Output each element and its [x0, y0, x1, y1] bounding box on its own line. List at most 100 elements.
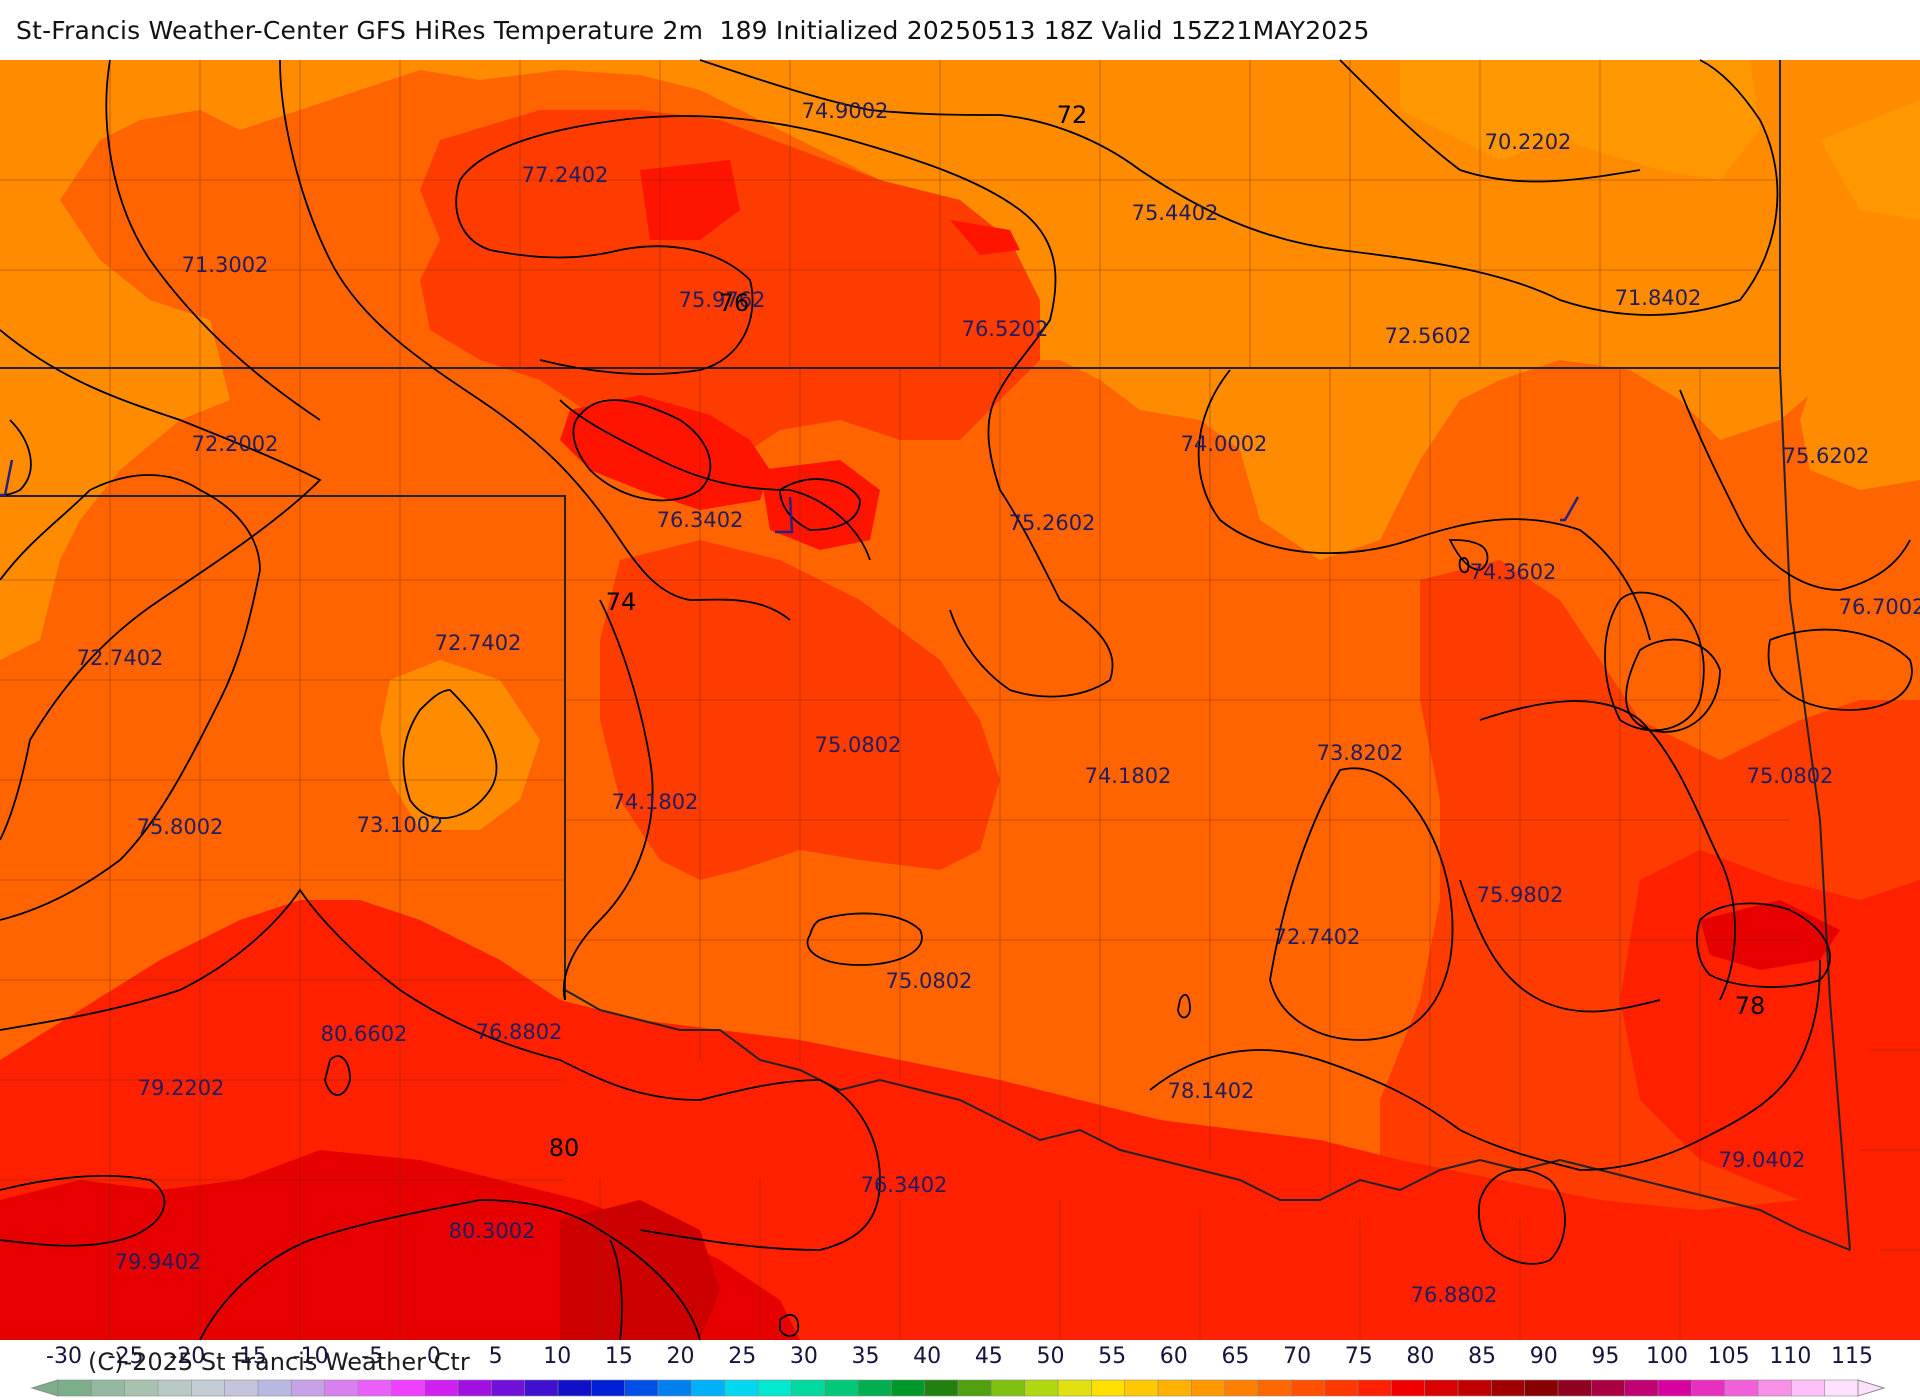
state-border: [1779, 367, 1851, 1251]
temperature-band-65-70: [1400, 60, 1760, 180]
colorbar-tick-label: 110: [1769, 1344, 1812, 1369]
map-title: St-Francis Weather-Center GFS HiRes Temp…: [16, 16, 1370, 45]
county-line: [699, 368, 1701, 1200]
isotherm-74: [1197, 369, 1651, 641]
point-value-label: 72.7402: [1273, 925, 1361, 949]
point-value-label: 76.8802: [1410, 1283, 1498, 1307]
point-value-label: 76.3402: [860, 1173, 948, 1197]
temperature-band-80-85: [420, 110, 1040, 470]
colorbar-swatch: [191, 1379, 226, 1397]
colorbar-swatch: [1424, 1379, 1459, 1397]
colorbar-tick-label: 40: [913, 1344, 942, 1369]
isotherm-78: [1699, 959, 1821, 1141]
point-value-label: 77.2402: [521, 163, 609, 187]
state-borders: [0, 60, 1851, 1251]
colorbar-swatch: [1457, 1379, 1493, 1397]
temperature-band-70-75: [0, 200, 230, 660]
isotherm-74: [0, 474, 261, 921]
isotherm-74: [1625, 638, 1721, 733]
isotherm-80: [324, 1055, 351, 1096]
colorbar-swatch: [124, 1379, 159, 1397]
point-value-label: 76.3402: [656, 508, 744, 532]
colorbar-swatch: [491, 1379, 526, 1397]
state-border: [0, 495, 566, 1000]
colorbar-swatch: [1824, 1379, 1859, 1397]
point-value-label: 70.2202: [1484, 130, 1572, 154]
point-value-label: 74.9002: [801, 99, 889, 123]
point-value-label: 79.2202: [137, 1076, 225, 1100]
colorbar-swatch: [1624, 1379, 1659, 1397]
isotherm-74: [279, 59, 791, 621]
point-value-label: 75.8002: [136, 815, 224, 839]
county-line: [599, 1049, 1920, 1340]
isotherm-78: [0, 888, 881, 1251]
colorbar-tick-label: 50: [1036, 1344, 1065, 1369]
colorbar-tick-label: 70: [1283, 1344, 1312, 1369]
point-value-label: 72.7402: [76, 646, 164, 670]
isotherm-76: [1604, 591, 1705, 732]
state-border: [564, 989, 1851, 1251]
colorbar-swatch: [1391, 1379, 1426, 1397]
point-value-label: 76.8802: [475, 1020, 563, 1044]
isotherm-80: [779, 1313, 800, 1337]
point-value-label: 75.4402: [1131, 201, 1219, 225]
isotherm-76: [806, 912, 923, 966]
colorbar-left-arrow: [30, 1379, 59, 1397]
isotherm-72: [699, 59, 1001, 116]
colorbar-tick-label: 90: [1529, 1344, 1558, 1369]
colorbar-tick-label: 45: [974, 1344, 1003, 1369]
point-value-label: 75.0802: [814, 733, 902, 757]
colorbar: [30, 1379, 1886, 1397]
contour-label: 72: [1056, 101, 1088, 129]
colorbar-swatch: [1224, 1379, 1259, 1397]
colorbar-swatch: [1091, 1379, 1126, 1397]
point-value-label: 72.5602: [1384, 324, 1472, 348]
isotherm-80: [0, 1174, 166, 1247]
colorbar-tick-label: 25: [728, 1344, 757, 1369]
point-value-label: 73.8202: [1316, 741, 1404, 765]
colorbar-swatch: [557, 1379, 593, 1397]
colorbar-swatch: [1291, 1379, 1326, 1397]
isotherm-72: [999, 59, 1779, 316]
colorbar-swatch: [1591, 1379, 1626, 1397]
point-value-label: 71.3002: [181, 253, 269, 277]
colorbar-tick-label: -25: [107, 1344, 144, 1369]
point-value-label: 80.6602: [320, 1022, 408, 1046]
colorbar-swatch: [224, 1379, 259, 1397]
colorbar-swatch: [524, 1379, 559, 1397]
colorbar-swatch: [1657, 1379, 1693, 1397]
colorbar-swatch: [1557, 1379, 1593, 1397]
isotherm-76: [572, 399, 712, 502]
isotherm-80: [1177, 993, 1191, 1019]
point-value-label: 74.3602: [1469, 560, 1557, 584]
temperature-band-70-75: [1290, 380, 1400, 470]
colorbar-tick-label: 85: [1468, 1344, 1497, 1369]
point-value-label: 79.0402: [1718, 1148, 1806, 1172]
colorbar-tick-label: 60: [1159, 1344, 1188, 1369]
colorbar-swatch: [1191, 1379, 1226, 1397]
wind-barb: [775, 496, 794, 534]
colorbar-tick-label: 30: [789, 1344, 818, 1369]
colorbar-swatch: [757, 1379, 793, 1397]
county-line: [0, 579, 565, 1181]
colorbar-swatch: [591, 1379, 626, 1397]
point-value-label: 71.8402: [1614, 286, 1702, 310]
colorbar-swatch: [391, 1379, 426, 1397]
colorbar-swatch: [324, 1379, 359, 1397]
colorbar-swatch: [857, 1379, 893, 1397]
colorbar-swatch: [257, 1379, 293, 1397]
point-value-label: 75.2602: [1008, 511, 1096, 535]
point-value-label: 80.3002: [448, 1219, 536, 1243]
colorbar-swatch: [1157, 1379, 1193, 1397]
colorbar-tick-label: 20: [666, 1344, 695, 1369]
isotherm-76: [459, 115, 1114, 698]
colorbar-swatch: [1791, 1379, 1826, 1397]
temperature-band-85-90: [1620, 850, 1920, 1200]
point-value-label: 79.9402: [114, 1250, 202, 1274]
colorbar-swatch: [1724, 1379, 1759, 1397]
colorbar-swatch: [1124, 1379, 1159, 1397]
colorbar-tick-label: -15: [230, 1344, 267, 1369]
point-value-label: 75.9762: [678, 288, 766, 312]
